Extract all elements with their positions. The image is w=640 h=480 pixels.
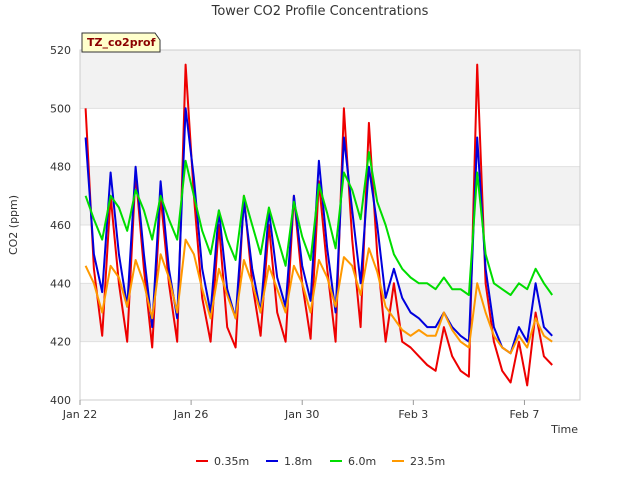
y-tick-label: 420 (50, 336, 71, 349)
x-tick-label: Jan 30 (284, 408, 319, 421)
y-axis-ticks: 400 420 440 460 480 500 520 (50, 44, 71, 407)
series-lines (84, 63, 554, 387)
y-tick-label: 400 (50, 394, 71, 407)
y-tick-label: 500 (50, 102, 71, 115)
y-tick-label: 440 (50, 277, 71, 290)
plot-area-border (79, 49, 581, 401)
series-line-6-0m (84, 151, 554, 296)
badge: TZ_co2prof (81, 32, 161, 53)
y-tick-label: 520 (50, 44, 71, 57)
legend-label: 1.8m (284, 455, 312, 468)
y-axis-label: CO2 (ppm) (7, 195, 20, 255)
x-axis-ticks: Jan 22 Jan 26 Jan 30 Feb 3 Feb 7 (62, 400, 539, 421)
series-line-0-35m (84, 63, 553, 387)
x-tick-label: Jan 26 (173, 408, 208, 421)
badge-label: TZ_co2prof (87, 36, 156, 49)
series-line-23-5m (84, 238, 553, 355)
x-tick-label: Jan 22 (62, 408, 97, 421)
x-axis-label: Time (550, 423, 578, 436)
x-tick-label: Feb 3 (398, 408, 428, 421)
legend-label: 23.5m (410, 455, 445, 468)
plot-band (80, 166, 580, 225)
legend-label: 6.0m (348, 455, 376, 468)
legend: 0.35m 1.8m 6.0m 23.5m (196, 455, 445, 468)
x-tick-label: Feb 7 (509, 408, 539, 421)
legend-label: 0.35m (214, 455, 249, 468)
plot-band (80, 108, 580, 167)
y-tick-label: 460 (50, 219, 71, 232)
badge-box (81, 32, 161, 53)
chart-title: Tower CO2 Profile Concentrations (211, 4, 429, 19)
y-tick-label: 480 (50, 161, 71, 174)
plot-band (80, 50, 580, 109)
